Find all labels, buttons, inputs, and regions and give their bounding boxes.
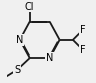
Text: F: F: [80, 25, 86, 35]
Text: N: N: [16, 35, 23, 45]
Text: S: S: [14, 65, 20, 75]
Text: F: F: [80, 45, 86, 55]
Text: Cl: Cl: [25, 2, 34, 12]
Text: N: N: [46, 53, 53, 63]
